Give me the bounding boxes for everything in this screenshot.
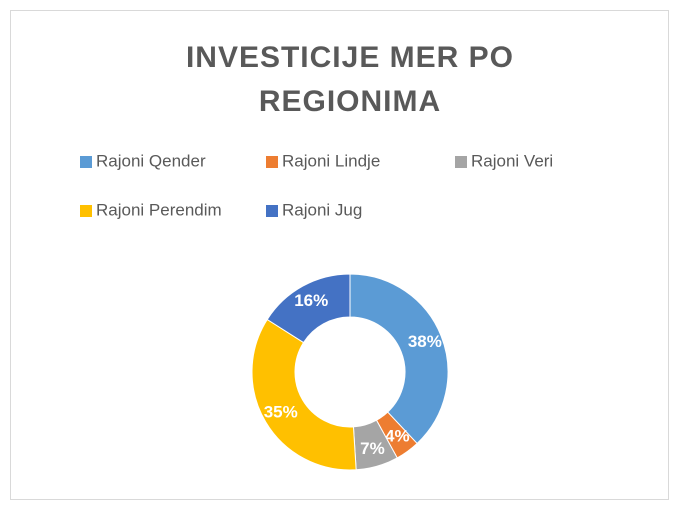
data-label: 35% (264, 402, 298, 421)
legend-label: Rajoni Veri (471, 151, 553, 170)
chart-border (10, 10, 669, 500)
chart-title: INVESTICIJE MER PO REGIONIMA (185, 41, 515, 118)
donut-segment (349, 273, 449, 445)
legend-swatch (80, 156, 92, 168)
legend-swatch (455, 156, 467, 168)
legend-label: Rajoni Lindje (282, 151, 380, 170)
donut-segment (266, 273, 351, 344)
legend-label: Rajoni Perendim (96, 200, 222, 219)
data-label: 7% (360, 439, 385, 458)
legend-swatch (80, 205, 92, 217)
data-label: 38% (408, 332, 442, 351)
data-label: 16% (294, 291, 328, 310)
legend-swatch (266, 205, 278, 217)
donut-segment (251, 318, 357, 471)
legend-label: Rajoni Qender (96, 151, 206, 170)
legend-label: Rajoni Jug (282, 200, 362, 219)
data-label: 4% (385, 427, 410, 446)
legend-swatch (266, 156, 278, 168)
